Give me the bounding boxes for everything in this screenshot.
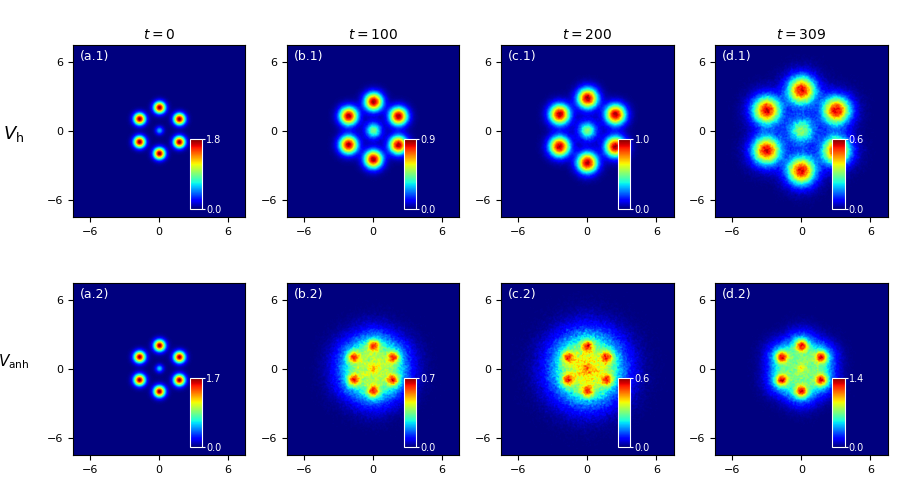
Text: (a.2): (a.2) [80,288,109,301]
Text: (a.1): (a.1) [80,50,109,63]
Title: $t=309$: $t=309$ [776,28,826,42]
Text: (c.1): (c.1) [508,50,536,63]
Text: $V_{\mathrm{anh}}$: $V_{\mathrm{anh}}$ [0,352,29,371]
Title: $t=200$: $t=200$ [563,28,612,42]
Title: $t=0$: $t=0$ [143,28,175,42]
Text: (c.2): (c.2) [508,288,536,301]
Text: (b.2): (b.2) [294,288,323,301]
Title: $t=100$: $t=100$ [348,28,398,42]
Text: (d.1): (d.1) [722,50,752,63]
Text: (b.1): (b.1) [294,50,323,63]
Text: $V_{\mathrm{h}}$: $V_{\mathrm{h}}$ [3,124,24,144]
Text: (d.2): (d.2) [722,288,752,301]
